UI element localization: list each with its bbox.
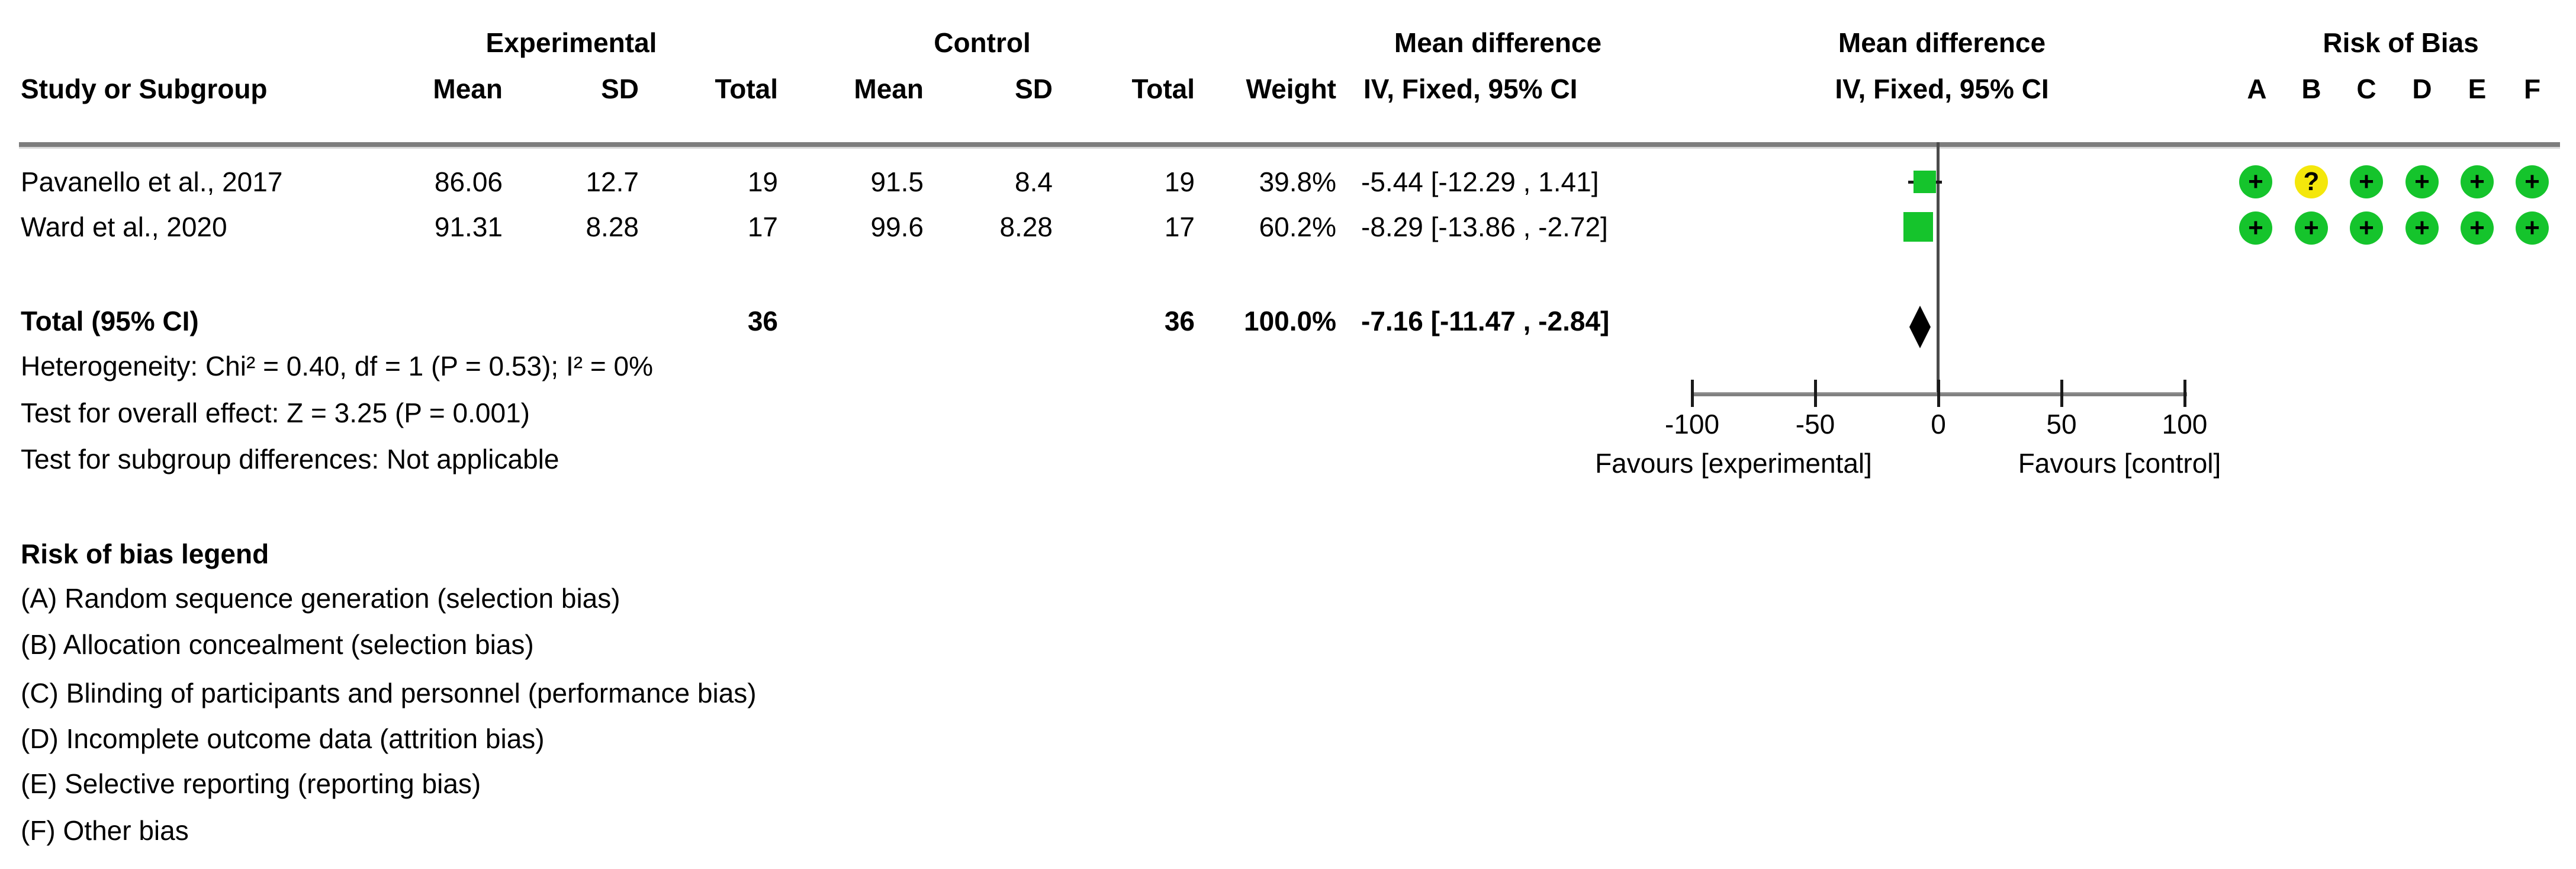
subgroup-note: Test for subgroup differences: Not appli… [21, 444, 559, 474]
ctrl-mean-value: 91.5 [870, 166, 924, 197]
ci-text: -5.44 [-12.29 , 1.41] [1361, 166, 1599, 197]
axis-tick-label: 50 [2046, 409, 2077, 440]
study-name: Pavanello et al., 2017 [21, 166, 283, 197]
total-ci-text: -7.16 [-11.47 , -2.84] [1361, 306, 1610, 336]
axis-tick [2060, 380, 2063, 407]
summary-diamond [1909, 306, 1931, 348]
header-ctrl-sd: SD [1015, 73, 1053, 104]
total-weight: 100.0% [1243, 306, 1336, 336]
axis-tick-label: -50 [1795, 409, 1835, 440]
axis-tick [1691, 380, 1694, 407]
axis-tick-label: 0 [1931, 409, 1946, 440]
rob-icon-d2: + [2405, 211, 2439, 245]
axis-tick [1814, 380, 1817, 407]
rob-legend-item-a: (A) Random sequence generation (selectio… [21, 583, 620, 614]
total-label: Total (95% CI) [21, 306, 199, 336]
exp-mean-value: 91.31 [434, 211, 503, 242]
header-rob-letter-c: C [2356, 73, 2376, 104]
rob-legend-item-d: (D) Incomplete outcome data (attrition b… [21, 723, 545, 754]
study-name: Ward et al., 2020 [21, 211, 227, 242]
header-md-text-line2: IV, Fixed, 95% CI [1363, 73, 1578, 104]
exp-total-value: 17 [747, 211, 778, 242]
ctrl-sd-value: 8.28 [999, 211, 1053, 242]
rob-icon-f1: + [2516, 165, 2549, 198]
rob-legend-item-f: (F) Other bias [21, 815, 189, 846]
header-md-text-line1: Mean difference [1394, 27, 1602, 58]
exp-sd-value: 12.7 [586, 166, 639, 197]
total-exp-total: 36 [747, 306, 778, 336]
rob-icon-c2: + [2350, 211, 2383, 245]
rob-legend-item-c: (C) Blinding of participants and personn… [21, 678, 757, 708]
rob-icon-b2: + [2295, 211, 2328, 245]
header-group-experimental: Experimental [485, 27, 657, 58]
header-risk-of-bias-title: Risk of Bias [2323, 27, 2479, 58]
zero-line [1937, 142, 1940, 395]
rob-icon-b1: ? [2295, 165, 2328, 198]
weight-value: 60.2% [1259, 211, 1336, 242]
study-marker [1903, 212, 1933, 242]
header-md-plot-line1: Mean difference [1838, 27, 2046, 58]
header-rob-letter-a: A [2247, 73, 2267, 104]
header-md-plot-line2: IV, Fixed, 95% CI [1835, 73, 2049, 104]
rob-icon-a1: + [2239, 165, 2272, 198]
header-exp-mean: Mean [433, 73, 503, 104]
ctrl-total-value: 17 [1164, 211, 1195, 242]
axis-tick [1937, 380, 1940, 407]
rob-legend-item-b: (B) Allocation concealment (selection bi… [21, 629, 534, 660]
exp-total-value: 19 [747, 166, 778, 197]
favours-experimental-label: Favours [experimental] [1595, 448, 1872, 479]
favours-control-label: Favours [control] [2018, 448, 2221, 479]
rob-icon-e1: + [2461, 165, 2494, 198]
rob-icon-e2: + [2461, 211, 2494, 245]
header-exp-total: Total [715, 73, 778, 104]
ctrl-sd-value: 8.4 [1015, 166, 1053, 197]
ctrl-total-value: 19 [1164, 166, 1195, 197]
header-exp-sd: SD [601, 73, 639, 104]
rob-icon-d1: + [2405, 165, 2439, 198]
ci-text: -8.29 [-13.86 , -2.72] [1361, 211, 1608, 242]
axis-tick [2183, 380, 2186, 407]
axis-tick-label: 100 [2162, 409, 2208, 440]
header-ctrl-total: Total [1131, 73, 1195, 104]
study-marker [1913, 171, 1936, 193]
exp-sd-value: 8.28 [586, 211, 639, 242]
header-rob-letter-b: B [2301, 73, 2321, 104]
exp-mean-value: 86.06 [434, 166, 503, 197]
axis-tick-label: -100 [1664, 409, 1720, 440]
total-ctrl-total: 36 [1164, 306, 1195, 336]
overall-effect-note: Test for overall effect: Z = 3.25 (P = 0… [21, 397, 530, 428]
header-ctrl-mean: Mean [854, 73, 924, 104]
rob-icon-f2: + [2516, 211, 2549, 245]
heterogeneity-note: Heterogeneity: Chi² = 0.40, df = 1 (P = … [21, 351, 653, 381]
header-rob-letter-e: E [2468, 73, 2487, 104]
rob-icon-a2: + [2239, 211, 2272, 245]
header-group-control: Control [934, 27, 1031, 58]
header-study-col: Study or Subgroup [21, 73, 268, 104]
rob-icon-c1: + [2350, 165, 2383, 198]
header-rob-letter-d: D [2412, 73, 2432, 104]
header-divider-rule [19, 142, 2560, 149]
rob-legend-title: Risk of bias legend [21, 538, 269, 569]
weight-value: 39.8% [1259, 166, 1336, 197]
rob-legend-item-e: (E) Selective reporting (reporting bias) [21, 768, 481, 799]
header-weight: Weight [1246, 73, 1336, 104]
header-rob-letter-f: F [2523, 73, 2541, 104]
ctrl-mean-value: 99.6 [870, 211, 924, 242]
